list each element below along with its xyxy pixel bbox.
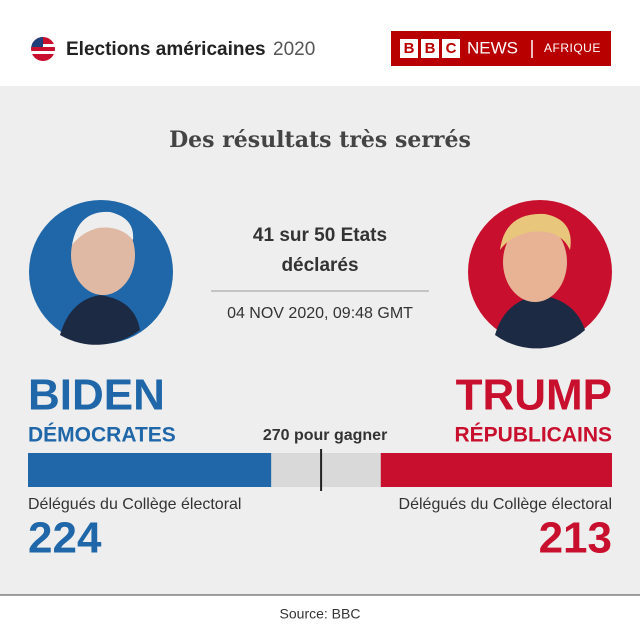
- subtitle: 41 sur 50 Etats: [253, 225, 387, 246]
- subtitle: déclarés: [281, 255, 358, 276]
- source: Source: BBC: [280, 606, 361, 622]
- header-title: Elections américaines: [66, 39, 266, 60]
- chart-title: Des résultats très serrés: [169, 127, 471, 153]
- brand-box: [400, 39, 418, 58]
- value-label: 213: [539, 514, 612, 563]
- brand-letter: B: [404, 40, 415, 57]
- brand-letter: B: [425, 40, 436, 57]
- brand-box: [442, 39, 460, 58]
- brand-news: NEWS: [467, 38, 518, 57]
- value-label: 224: [28, 514, 102, 563]
- bar: [28, 453, 272, 487]
- threshold-label: 270 pour gagner: [263, 427, 387, 444]
- candidate-name: TRUMP: [456, 371, 612, 420]
- chart: BIDEN DÉMOCRATES Délégués du Collège élect…: [28, 371, 612, 563]
- portrait: [29, 200, 173, 345]
- candidate-name: BIDEN: [28, 371, 165, 420]
- brand-region: AFRIQUE: [544, 41, 601, 55]
- value-caption: Délégués du Collège électoral: [28, 496, 241, 513]
- date: 04 NOV 2020, 09:48 GMT: [227, 305, 413, 322]
- value-caption: Délégués du Collège électoral: [399, 496, 612, 513]
- flag-icon: [31, 37, 55, 61]
- party-name: DÉMOCRATES: [28, 424, 176, 447]
- brand-box: [421, 39, 439, 58]
- bar: [380, 453, 612, 487]
- party-name: RÉPUBLICAINS: [454, 424, 612, 447]
- brand-letter: C: [446, 40, 457, 57]
- portrait: [468, 200, 612, 349]
- header-year: 2020: [273, 39, 315, 60]
